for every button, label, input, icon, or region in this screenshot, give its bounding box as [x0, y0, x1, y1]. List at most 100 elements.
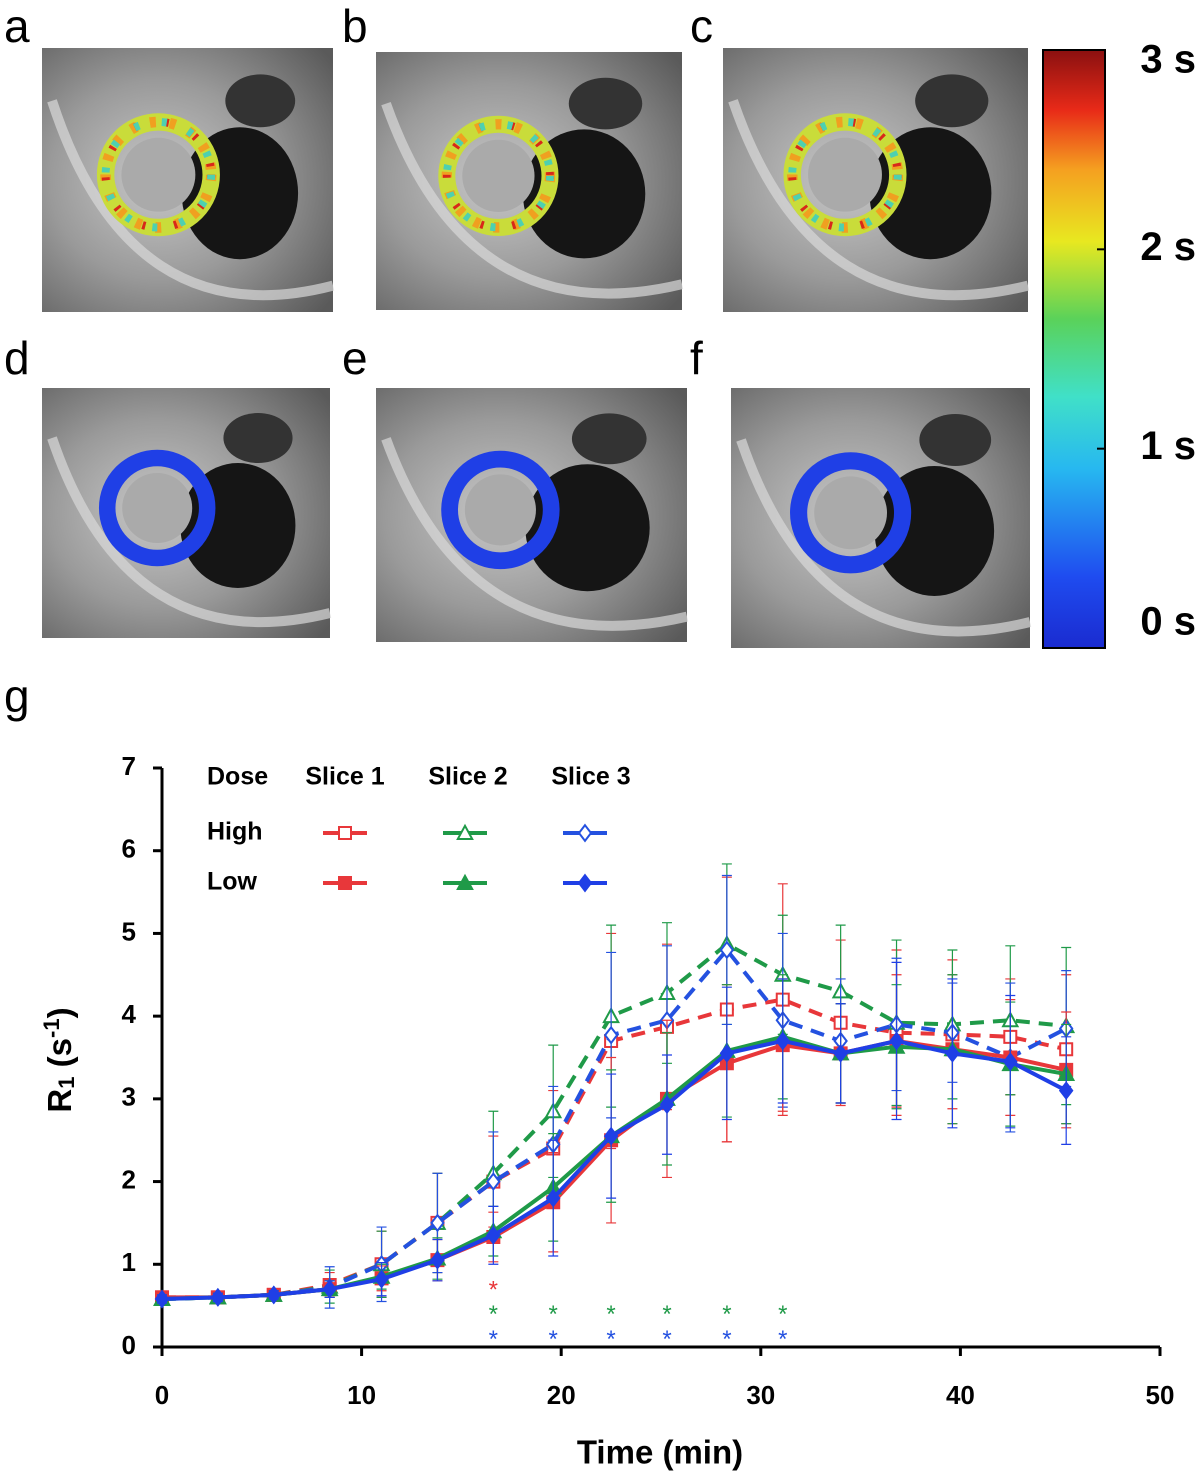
legend-row: High [207, 818, 263, 846]
marker [210, 1287, 226, 1307]
panel-label: g [4, 670, 30, 722]
mri-panel [376, 388, 689, 642]
dark-region [571, 413, 647, 465]
marker [719, 940, 735, 960]
significance-mark: * [489, 1301, 498, 1328]
tissue-band [381, 437, 689, 631]
series [153, 823, 1076, 1307]
marker [1003, 1052, 1018, 1072]
y-tick-label: 5 [122, 916, 136, 946]
panel-label: b [342, 0, 368, 52]
marker [430, 1250, 445, 1270]
y-axis-title-part: -1 [39, 1018, 64, 1038]
y-axis-title: R1 (s-1) [39, 1007, 79, 1112]
significance-mark: * [778, 1326, 787, 1353]
ring [790, 452, 912, 574]
legend-column: Slice 3 [551, 763, 630, 791]
y-tick-label: 0 [122, 1330, 136, 1360]
marker [374, 1269, 389, 1289]
x-tick-label: 10 [347, 1380, 376, 1410]
significance-mark: * [722, 1301, 731, 1328]
series [155, 876, 1074, 1305]
x-axis-title: Time (min) [577, 1434, 743, 1471]
myocardium-center [122, 473, 193, 543]
x-tick-label: 20 [547, 1380, 576, 1410]
legend-row: Low [207, 868, 258, 896]
dark-region [225, 74, 296, 128]
marker [486, 1225, 501, 1245]
series [154, 823, 1074, 1309]
ring [98, 449, 216, 567]
y-axis-title-part: R [41, 1089, 78, 1113]
significance-mark: * [778, 1301, 787, 1328]
ring-detail [788, 117, 902, 232]
dark-region [915, 74, 989, 128]
series [154, 873, 1074, 1309]
colorbar-label: 1 s [1140, 424, 1196, 468]
significance-mark: * [549, 1326, 558, 1353]
myocardium-center [121, 137, 196, 212]
series [155, 826, 1074, 1305]
y-tick-label: 7 [122, 751, 136, 781]
marker [154, 1289, 170, 1309]
panel-label: a [4, 0, 30, 52]
y-axis-title-part: (s [41, 1038, 78, 1077]
marker [603, 1025, 619, 1045]
marker [545, 1188, 561, 1208]
marker [338, 876, 352, 890]
significance-mark: * [489, 1276, 498, 1303]
significance-mark: * [606, 1326, 615, 1353]
mri-panel [42, 388, 332, 638]
marker [430, 1213, 445, 1233]
panel-label: e [342, 332, 368, 384]
y-axis-title-part: 1 [54, 1076, 79, 1088]
colorbar-label: 3 s [1140, 38, 1196, 82]
marker [603, 1126, 619, 1146]
marker [775, 1031, 791, 1051]
tissue-band [47, 436, 332, 628]
tissue-band [736, 438, 1032, 637]
y-tick-label: 3 [122, 1082, 136, 1112]
x-tick-label: 0 [155, 1380, 169, 1410]
ring-detail [101, 117, 216, 232]
series [153, 873, 1076, 1307]
legend-column: Slice 1 [305, 763, 384, 791]
mri-panel [42, 48, 335, 312]
y-tick-label: 1 [122, 1247, 136, 1277]
panel-label: c [690, 0, 713, 52]
y-tick-label: 4 [122, 999, 137, 1029]
marker [833, 1043, 848, 1063]
tissue-band [381, 101, 684, 299]
panel-label: d [4, 332, 30, 384]
series-line [161, 942, 1067, 1302]
dark-region [568, 77, 643, 130]
mri-panel [376, 52, 684, 310]
mri-panel [731, 388, 1032, 648]
x-tick-label: 40 [946, 1380, 975, 1410]
marker [486, 1172, 501, 1192]
ring-detail [442, 120, 554, 232]
significance-mark: * [722, 1326, 731, 1353]
series-line [161, 1038, 1068, 1302]
marker [889, 1031, 904, 1051]
marker [945, 1043, 960, 1063]
legend-header: Dose [207, 763, 268, 791]
x-tick-label: 50 [1146, 1380, 1175, 1410]
ring [441, 450, 560, 570]
marker [1058, 1081, 1074, 1101]
y-axis-title-part: ) [41, 1007, 78, 1018]
marker [659, 1095, 675, 1115]
marker [338, 826, 352, 840]
tissue-band [47, 99, 335, 301]
tissue-band [728, 99, 1030, 301]
series-line [161, 1034, 1067, 1302]
x-tick-label: 30 [746, 1380, 775, 1410]
significance-mark: * [606, 1301, 615, 1328]
legend-column: Slice 2 [428, 763, 507, 791]
marker [456, 823, 474, 840]
mri-panel [723, 48, 1030, 312]
significance-mark: * [489, 1326, 498, 1353]
myocardium-center [808, 137, 882, 212]
y-tick-label: 2 [122, 1164, 136, 1194]
